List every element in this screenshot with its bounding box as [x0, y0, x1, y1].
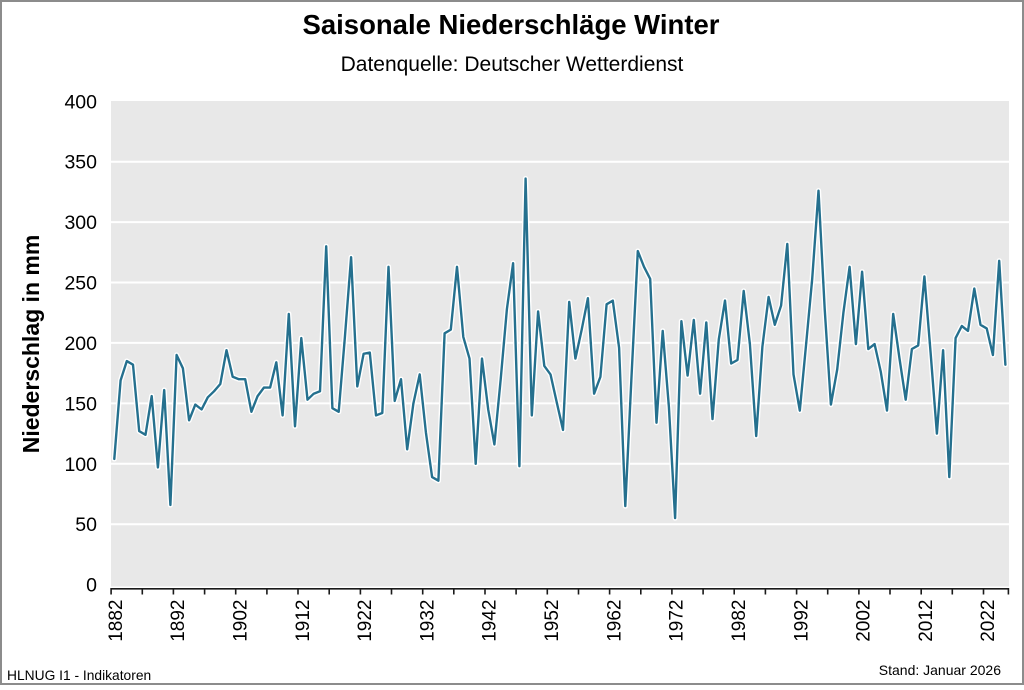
- svg-text:1962: 1962: [604, 600, 625, 642]
- svg-text:1922: 1922: [355, 600, 376, 642]
- svg-text:1932: 1932: [417, 600, 438, 642]
- svg-text:Stand: Januar 2026: Stand: Januar 2026: [879, 662, 1001, 678]
- svg-text:2002: 2002: [854, 600, 875, 642]
- svg-text:Niederschlag in mm: Niederschlag in mm: [18, 235, 44, 454]
- svg-text:1892: 1892: [168, 600, 189, 642]
- svg-text:1982: 1982: [729, 600, 750, 642]
- svg-text:150: 150: [64, 393, 97, 415]
- svg-text:400: 400: [64, 91, 97, 113]
- svg-text:1882: 1882: [106, 600, 127, 642]
- svg-text:Datenquelle: Deutscher Wetterd: Datenquelle: Deutscher Wetterdienst: [341, 53, 684, 76]
- svg-text:2012: 2012: [916, 600, 937, 642]
- svg-text:1912: 1912: [293, 600, 314, 642]
- svg-text:300: 300: [64, 212, 97, 234]
- svg-text:1952: 1952: [542, 600, 563, 642]
- svg-text:250: 250: [64, 273, 97, 295]
- svg-text:100: 100: [64, 454, 97, 476]
- svg-text:50: 50: [75, 514, 97, 536]
- svg-text:0: 0: [86, 575, 97, 597]
- svg-text:1972: 1972: [667, 600, 688, 642]
- svg-text:1902: 1902: [230, 600, 251, 642]
- svg-text:1942: 1942: [480, 600, 501, 642]
- svg-text:350: 350: [64, 152, 97, 174]
- svg-text:Saisonale Niederschläge Winter: Saisonale Niederschläge Winter: [303, 9, 720, 40]
- svg-text:HLNUG I1 - Indikatoren: HLNUG I1 - Indikatoren: [7, 668, 151, 683]
- svg-text:2022: 2022: [978, 600, 999, 642]
- svg-text:1992: 1992: [791, 600, 812, 642]
- svg-text:200: 200: [64, 333, 97, 355]
